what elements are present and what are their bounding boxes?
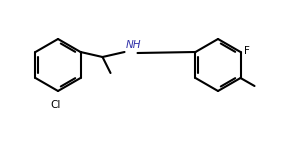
Text: Cl: Cl [51,100,61,110]
Text: F: F [243,46,249,56]
Text: NH: NH [125,40,141,50]
